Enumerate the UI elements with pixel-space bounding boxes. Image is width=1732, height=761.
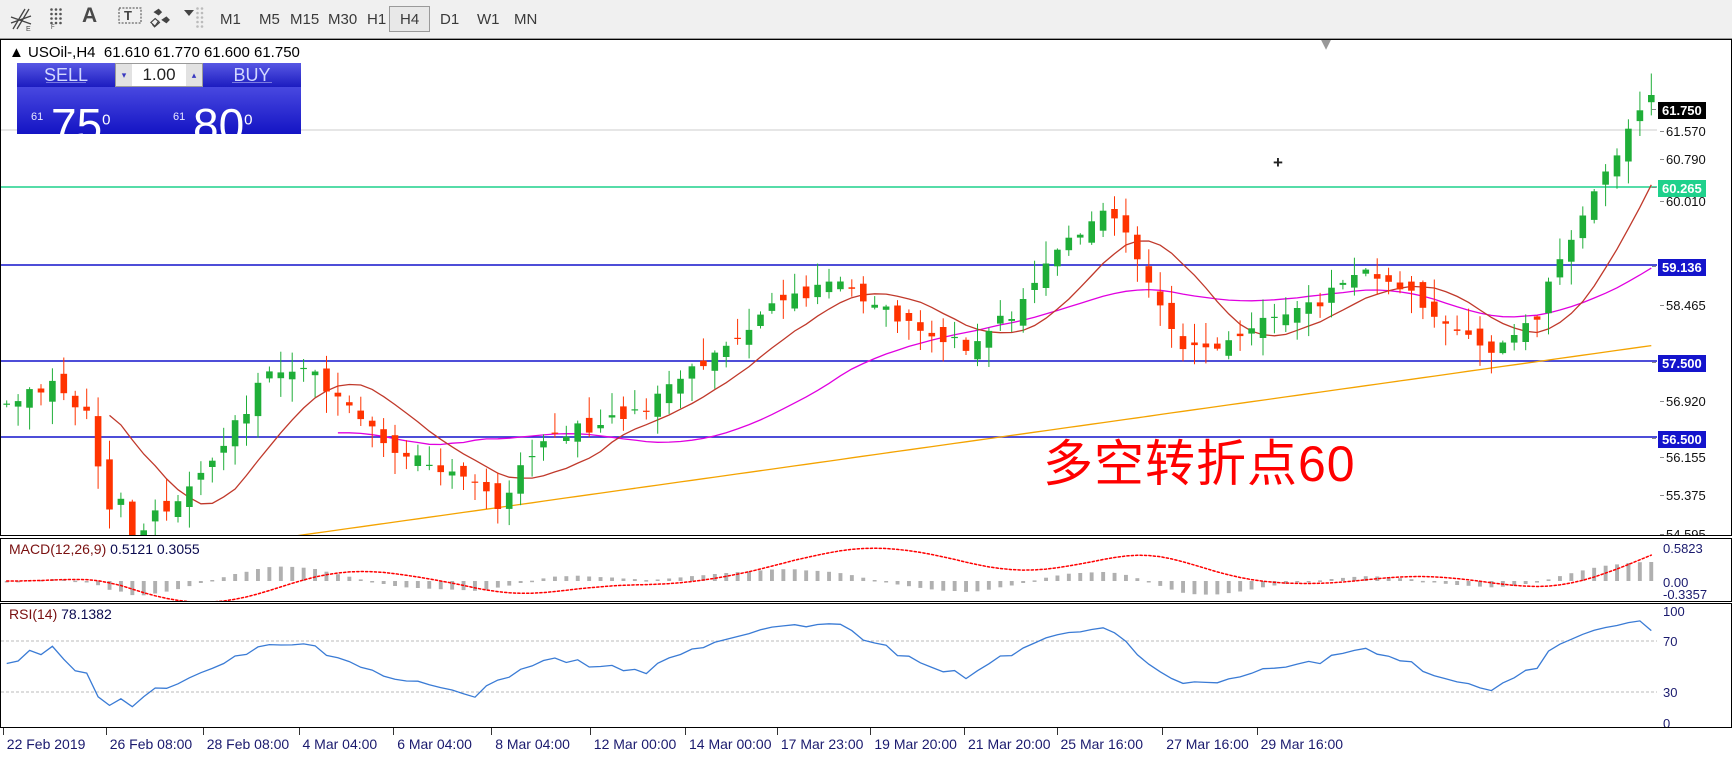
svg-text:F: F [51,25,55,30]
svg-text:T: T [124,8,132,23]
svg-text:E: E [26,26,31,32]
